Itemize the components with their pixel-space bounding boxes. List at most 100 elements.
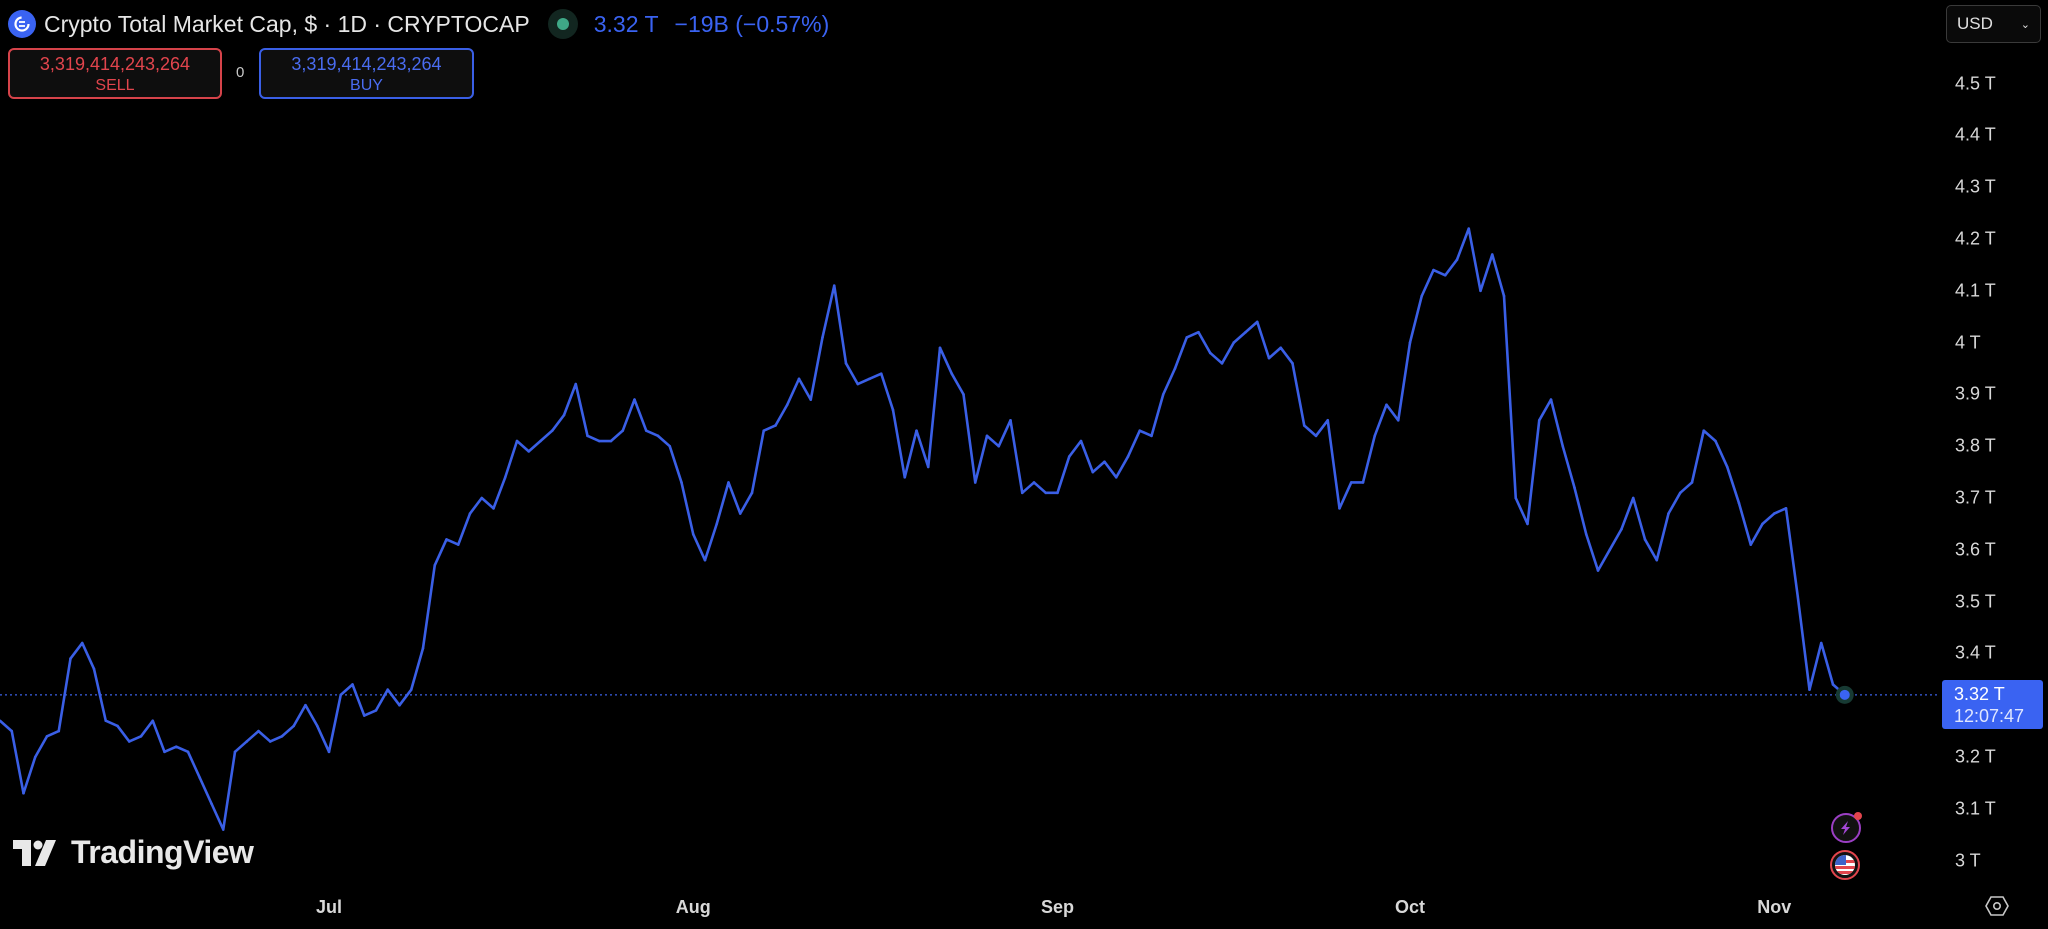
data-point bbox=[1232, 341, 1236, 344]
data-point bbox=[715, 522, 719, 526]
data-point bbox=[1349, 481, 1353, 484]
data-point bbox=[539, 439, 542, 443]
data-point bbox=[409, 688, 413, 691]
data-point bbox=[750, 491, 754, 495]
currency-select[interactable]: USD ⌄ bbox=[1946, 5, 2041, 43]
data-point bbox=[92, 667, 96, 671]
data-point bbox=[997, 444, 1001, 448]
buy-price: 3,319,414,243,264 bbox=[291, 54, 442, 74]
data-point bbox=[1020, 491, 1024, 495]
data-point bbox=[1420, 294, 1424, 298]
data-point bbox=[1643, 538, 1647, 541]
data-point bbox=[1690, 481, 1694, 484]
data-point bbox=[691, 532, 695, 536]
data-point bbox=[1819, 641, 1823, 645]
x-tick-label: Nov bbox=[1757, 897, 1792, 917]
data-point bbox=[1385, 403, 1388, 407]
sell-button[interactable]: 3,319,414,243,264 SELL bbox=[8, 48, 222, 99]
x-tick-label: Aug bbox=[675, 897, 711, 917]
data-point bbox=[151, 719, 155, 723]
data-point bbox=[1514, 496, 1518, 500]
data-point bbox=[139, 734, 143, 738]
data-point bbox=[1255, 320, 1259, 324]
data-point bbox=[1326, 419, 1330, 422]
data-point bbox=[926, 465, 930, 469]
data-point bbox=[809, 398, 813, 401]
data-point bbox=[1138, 429, 1142, 432]
data-point bbox=[1667, 512, 1670, 515]
data-point bbox=[1302, 424, 1306, 427]
data-point bbox=[1361, 481, 1365, 484]
us-flag-icon[interactable] bbox=[1830, 850, 1860, 880]
buy-button[interactable]: 3,319,414,243,264 BUY bbox=[259, 48, 474, 99]
buy-label: BUY bbox=[350, 77, 383, 94]
data-point bbox=[315, 724, 319, 728]
data-point bbox=[1772, 512, 1776, 515]
data-point bbox=[1056, 491, 1059, 495]
data-point bbox=[116, 724, 119, 728]
data-point bbox=[574, 382, 578, 386]
tradingview-logo[interactable]: TradingView bbox=[13, 834, 254, 871]
data-point bbox=[174, 745, 178, 748]
data-point bbox=[1126, 455, 1130, 458]
data-point bbox=[503, 475, 507, 479]
data-point bbox=[210, 802, 213, 805]
data-point bbox=[456, 543, 460, 546]
data-point bbox=[1197, 330, 1200, 334]
y-tick-label: 3.9 T bbox=[1955, 383, 1996, 404]
data-point bbox=[1561, 444, 1565, 448]
y-tick-label: 3.4 T bbox=[1955, 642, 1996, 663]
data-point bbox=[1009, 419, 1012, 422]
symbol-title[interactable]: Crypto Total Market Cap, $ · 1D · CRYPTO… bbox=[44, 10, 530, 37]
data-point bbox=[1620, 527, 1623, 531]
data-point bbox=[421, 646, 425, 650]
y-tick-label: 4.1 T bbox=[1955, 280, 1996, 301]
data-point bbox=[1044, 491, 1048, 495]
data-point bbox=[973, 481, 977, 484]
data-point bbox=[374, 709, 378, 712]
data-point bbox=[362, 714, 366, 717]
data-point bbox=[268, 740, 272, 743]
data-point bbox=[433, 564, 437, 567]
data-point bbox=[1526, 522, 1529, 526]
data-point bbox=[127, 740, 131, 743]
data-point bbox=[292, 724, 296, 728]
data-point bbox=[10, 729, 14, 733]
market-status-icon[interactable] bbox=[547, 9, 578, 39]
data-point bbox=[832, 284, 836, 287]
data-point bbox=[762, 429, 766, 432]
header-change: −19B (−0.57%) bbox=[674, 10, 830, 37]
data-point bbox=[1584, 532, 1588, 536]
data-point bbox=[1279, 346, 1283, 350]
data-point bbox=[868, 377, 871, 381]
data-point bbox=[1432, 268, 1435, 272]
lightning-icon[interactable] bbox=[1831, 812, 1862, 843]
y-tick-label: 4.4 T bbox=[1955, 124, 1996, 145]
data-point bbox=[879, 372, 883, 375]
data-point bbox=[1338, 507, 1341, 510]
data-point bbox=[1173, 367, 1177, 370]
tradingview-wordmark: TradingView bbox=[71, 834, 254, 870]
y-tick-label: 3.8 T bbox=[1955, 435, 1996, 456]
data-point bbox=[527, 450, 531, 453]
crypto-logo-icon bbox=[8, 10, 36, 38]
data-point bbox=[233, 750, 237, 754]
y-tick-label: 4.3 T bbox=[1955, 176, 1996, 197]
data-point bbox=[1091, 470, 1095, 474]
data-point bbox=[1502, 294, 1506, 298]
data-point bbox=[327, 750, 331, 754]
x-tick-label: Sep bbox=[1040, 897, 1075, 917]
data-point bbox=[45, 734, 49, 738]
data-point bbox=[797, 377, 801, 381]
data-point bbox=[1443, 273, 1447, 277]
y-tick-label: 4 T bbox=[1955, 332, 1981, 353]
y-tick-label: 4.2 T bbox=[1955, 228, 1996, 249]
data-point bbox=[0, 719, 2, 723]
y-tick-label: 3.1 T bbox=[1955, 798, 1996, 819]
header-price: 3.32 T bbox=[593, 10, 659, 37]
data-point bbox=[1314, 434, 1318, 438]
data-point bbox=[821, 336, 824, 339]
settings-hexagon-icon[interactable] bbox=[1985, 895, 2009, 922]
tradingview-logo-icon bbox=[13, 839, 56, 866]
